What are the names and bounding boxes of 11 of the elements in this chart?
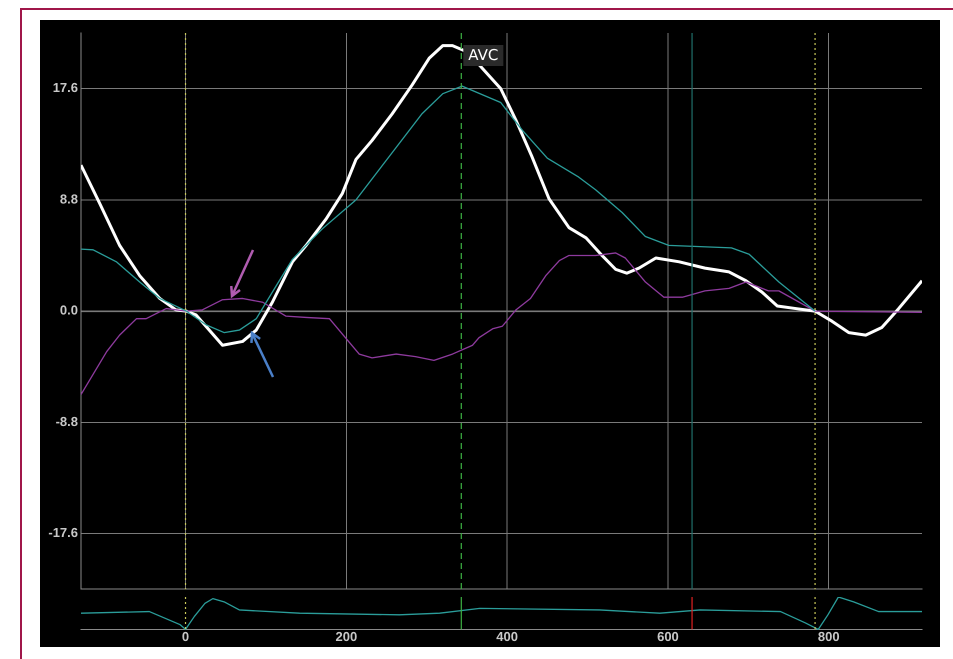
x-tick-label: 800 xyxy=(818,628,840,644)
ref-line-label: AVC xyxy=(468,46,498,64)
y-tick-label: 17.6 xyxy=(52,80,78,96)
y-tick-label: 0.0 xyxy=(60,302,78,318)
x-tick-label: 0 xyxy=(182,628,190,644)
y-tick-label: -8.8 xyxy=(56,414,78,429)
x-tick-label: 600 xyxy=(657,628,679,644)
x-tick-label: 400 xyxy=(496,628,518,644)
y-tick-label: 8.8 xyxy=(60,191,78,206)
x-tick-label: 200 xyxy=(335,628,358,644)
y-tick-label: -17.6 xyxy=(48,525,78,540)
